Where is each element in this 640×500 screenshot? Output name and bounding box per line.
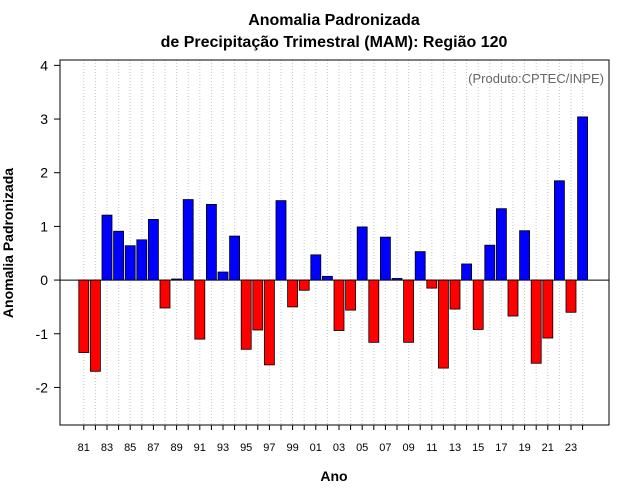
bars [78, 116, 588, 372]
bar [530, 279, 542, 364]
y-tick-label: 2 [40, 165, 48, 181]
bar [414, 251, 426, 281]
bar [472, 279, 484, 330]
x-tick-label: 97 [263, 442, 275, 454]
y-tick-label: 0 [40, 272, 48, 288]
x-axis-label: Ano [320, 468, 347, 484]
x-tick-label: 83 [101, 442, 113, 454]
x-tick-label: 21 [542, 442, 554, 454]
bar [147, 219, 159, 281]
bar [449, 279, 461, 310]
bar [426, 279, 438, 289]
bar [461, 263, 473, 281]
bar [252, 279, 264, 331]
bar [298, 279, 310, 291]
x-tick-label: 23 [565, 442, 577, 454]
bar [577, 116, 588, 281]
x-tick-label: 81 [78, 442, 90, 454]
y-tick-label: -2 [36, 379, 49, 395]
bar [437, 279, 449, 369]
x-axis: 81 83 85 87 89 91 93 95 97 99 01 03 05 07 09 11 13 15 17 19… [78, 425, 584, 454]
y-tick-label: 4 [40, 57, 48, 73]
bar [565, 279, 577, 313]
x-tick-label: 15 [472, 442, 484, 454]
bar [356, 226, 368, 281]
bar [159, 279, 171, 309]
y-tick-label: 1 [40, 218, 48, 234]
bar [113, 230, 124, 281]
x-tick-label: 09 [402, 442, 414, 454]
bar [240, 279, 252, 350]
bar [379, 236, 391, 281]
bar [403, 279, 415, 343]
bar [554, 180, 565, 281]
bar [217, 271, 229, 281]
product-annotation: (Produto:CPTEC/INPE) [468, 71, 604, 86]
bar [90, 279, 101, 372]
chart-title-line1: Anomalia Padronizada [248, 12, 420, 29]
x-tick-label: 03 [333, 442, 345, 454]
x-tick-label: 87 [147, 442, 159, 454]
x-tick-label: 07 [379, 442, 391, 454]
bar [263, 279, 275, 366]
x-tick-label: 13 [449, 442, 461, 454]
x-tick-label: 11 [426, 442, 437, 454]
bar [391, 278, 403, 281]
bar [101, 214, 113, 281]
x-tick-label: 91 [194, 442, 206, 454]
x-tick-label: 85 [124, 442, 136, 454]
bar [321, 275, 333, 281]
bar [507, 279, 519, 317]
bar [345, 279, 357, 311]
x-tick-label: 99 [286, 442, 298, 454]
bar [287, 279, 299, 308]
x-tick-label: 93 [217, 442, 229, 454]
chart-title-line2: de Precipitação Trimestral (MAM): Região… [161, 34, 508, 51]
y-axis-label: Anomalia Padronizada [0, 168, 16, 318]
bar [368, 279, 380, 343]
bar [124, 245, 136, 281]
x-tick-label: 19 [518, 442, 530, 454]
y-tick-label: -1 [36, 326, 49, 342]
x-tick-label: 17 [495, 442, 507, 454]
bar [194, 279, 206, 340]
x-tick-label: 05 [356, 442, 368, 454]
x-tick-label: 95 [240, 442, 252, 454]
bar [310, 254, 322, 281]
bar [182, 199, 194, 281]
grid-lines [83, 60, 584, 425]
bar [495, 208, 507, 281]
bar [542, 279, 554, 339]
plot-frame [59, 59, 610, 426]
bar [229, 235, 241, 281]
bar [205, 203, 217, 281]
bar [136, 239, 148, 281]
bar [275, 200, 287, 281]
bar [484, 244, 496, 281]
y-tick-label: 3 [40, 111, 48, 127]
bar [78, 279, 90, 353]
bar [519, 230, 530, 281]
bar [171, 278, 183, 281]
x-tick-label: 89 [170, 442, 182, 454]
y-axis: 4 3 2 1 0 -1 -2 [36, 57, 60, 395]
x-tick-label: 01 [310, 442, 322, 454]
bar [333, 279, 345, 331]
